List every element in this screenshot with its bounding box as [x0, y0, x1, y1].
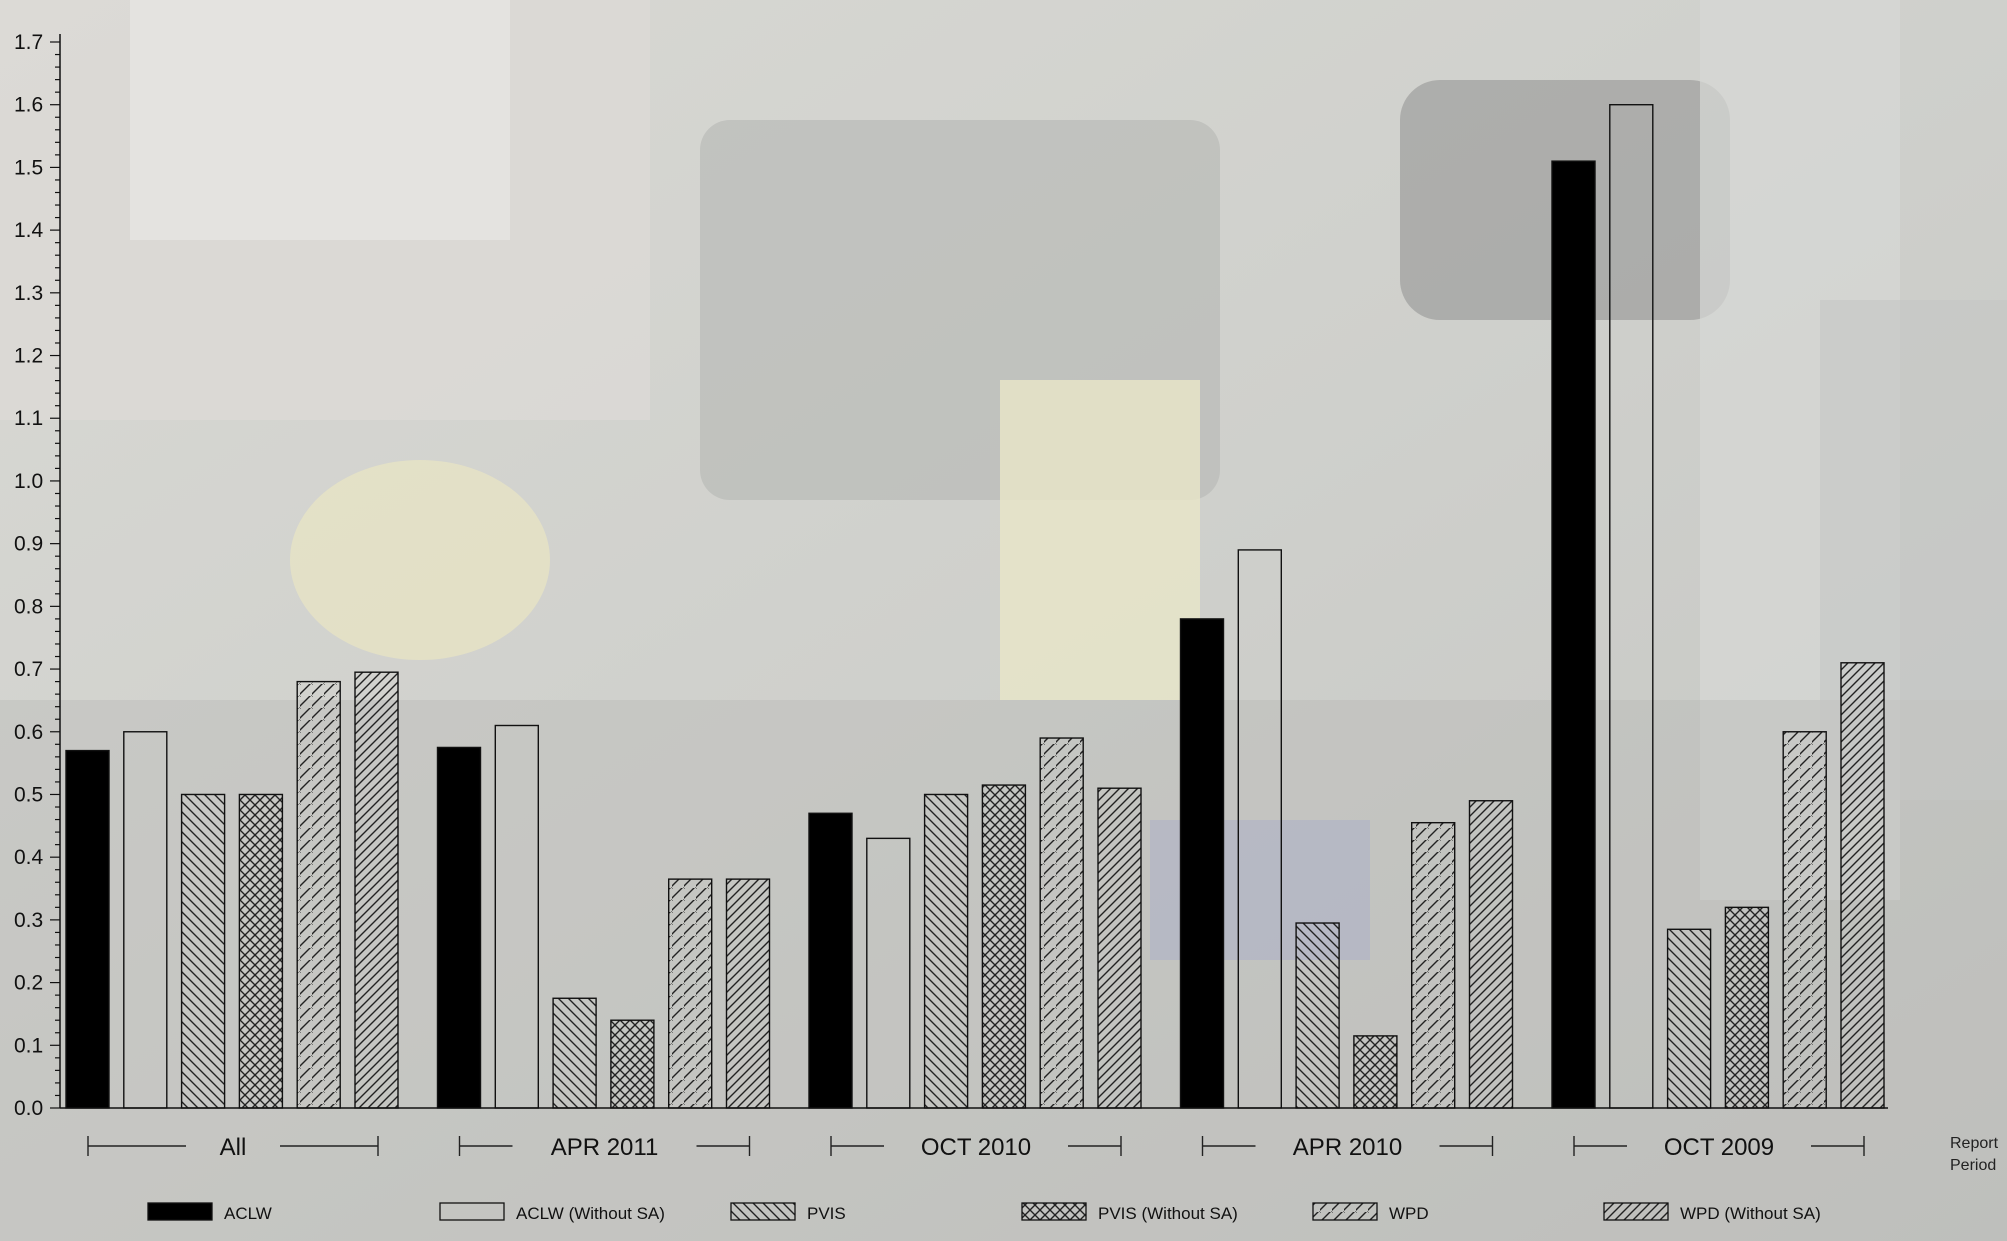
- bar-aclw-without-sa-oct-2010: [866, 837, 911, 1109]
- y-tick-label: 1.6: [14, 94, 43, 117]
- legend-entry: WPD: [1389, 1204, 1429, 1223]
- bar-wpd-without-sa-all: [354, 671, 399, 1109]
- legend-swatch: [1021, 1202, 1087, 1221]
- y-tick-label: 1.4: [14, 219, 44, 242]
- bar-aclw-apr-2010: [1179, 618, 1225, 1109]
- legend-entry: ACLW (Without SA): [516, 1204, 665, 1223]
- bar-aclw-oct-2010: [808, 812, 853, 1109]
- bar-aclw-all: [65, 749, 110, 1109]
- y-tick-label: 0.0: [14, 1097, 43, 1120]
- bars: [65, 104, 1885, 1109]
- bar-wpd-oct-2010: [1039, 737, 1084, 1109]
- legend-swatch: [1603, 1202, 1669, 1221]
- legend-entry: ACLW: [224, 1204, 272, 1223]
- y-tick-label: 1.7: [14, 31, 43, 54]
- category-label: OCT 2010: [921, 1134, 1031, 1161]
- y-tick-label: 0.8: [14, 595, 43, 618]
- y-tick-label: 1.5: [14, 156, 43, 179]
- bar-pvis-apr-2011: [552, 997, 597, 1109]
- bar-wpd-all: [296, 680, 341, 1109]
- category-label: OCT 2009: [1664, 1134, 1774, 1161]
- bar-wpd-apr-2010: [1410, 821, 1456, 1109]
- category-label: APR 2010: [1293, 1134, 1402, 1161]
- legend-entry: WPD (Without SA): [1680, 1204, 1821, 1223]
- bar-aclw-without-sa-oct-2009: [1609, 104, 1654, 1109]
- bar-aclw-apr-2011: [436, 746, 482, 1109]
- bar-aclw-without-sa-apr-2011: [494, 724, 539, 1109]
- y-tick-label: 0.1: [14, 1034, 43, 1057]
- y-tick-label: 1.1: [14, 407, 43, 430]
- bar-wpd-oct-2009: [1782, 731, 1827, 1109]
- y-tick-label: 1.0: [14, 470, 43, 493]
- y-tick-label: 0.5: [14, 783, 43, 806]
- legend-swatch: [147, 1202, 213, 1221]
- bar-wpd-without-sa-apr-2011: [725, 878, 771, 1109]
- bar-pvis-without-sa-oct-2010: [981, 784, 1027, 1109]
- y-tick-label: 0.6: [14, 721, 43, 744]
- bar-pvis-without-sa-all: [238, 793, 284, 1109]
- x-axis-label: Report Period: [1950, 1135, 2002, 1174]
- legend: ACLW ACLW (Without SA) PVIS PVIS (Without S…: [147, 1202, 1821, 1223]
- legend-swatch: [730, 1202, 796, 1221]
- y-tick-label: 0.9: [14, 533, 43, 556]
- y-tick-label: 1.2: [14, 345, 43, 368]
- legend-swatch: [1312, 1202, 1378, 1221]
- bar-wpd-without-sa-oct-2009: [1840, 662, 1885, 1109]
- category-label: APR 2011: [551, 1134, 659, 1161]
- legend-swatch: [439, 1202, 505, 1221]
- bar-aclw-without-sa-all: [123, 731, 168, 1109]
- bar-pvis-oct-2009: [1666, 928, 1712, 1109]
- bar-pvis-without-sa-oct-2009: [1724, 906, 1770, 1109]
- y-tick-label: 0.3: [14, 909, 43, 932]
- legend-entry: PVIS: [807, 1204, 846, 1223]
- bar-pvis-without-sa-apr-2011: [610, 1019, 655, 1109]
- bar-aclw-without-sa-apr-2010: [1237, 549, 1283, 1109]
- bar-wpd-without-sa-oct-2010: [1097, 787, 1142, 1109]
- bar-pvis-all: [180, 793, 226, 1109]
- bar-pvis-apr-2010: [1295, 922, 1340, 1109]
- category-label: All: [220, 1134, 247, 1161]
- y-tick-label: 0.2: [14, 972, 43, 995]
- y-tick-label: 0.7: [14, 658, 43, 681]
- category-groups: All APR 2011 OCT 2010 APR 2010 OCT 2009: [87, 1134, 1865, 1161]
- bar-pvis-oct-2010: [923, 793, 969, 1109]
- legend-entry: PVIS (Without SA): [1098, 1204, 1238, 1223]
- y-tick-label: 1.3: [14, 282, 43, 305]
- bar-pvis-without-sa-apr-2010: [1353, 1035, 1398, 1109]
- bar-wpd-without-sa-apr-2010: [1468, 800, 1514, 1109]
- bar-wpd-apr-2011: [668, 878, 713, 1109]
- y-tick-label: 0.4: [14, 846, 44, 869]
- bar-aclw-oct-2009: [1551, 160, 1596, 1109]
